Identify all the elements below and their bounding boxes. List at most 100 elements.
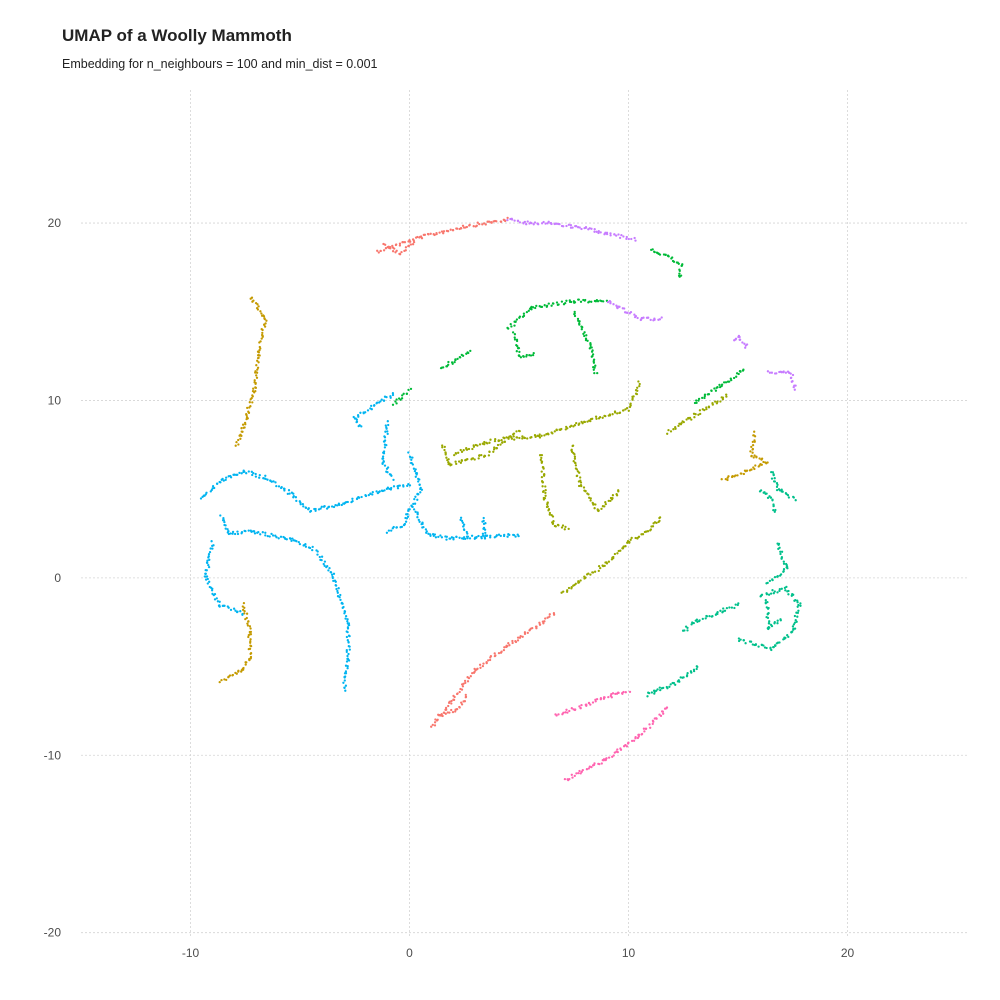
data-point	[264, 477, 267, 481]
data-point	[516, 219, 520, 222]
data-point	[730, 606, 734, 609]
data-point	[609, 232, 612, 235]
data-point	[269, 479, 272, 482]
data-point	[796, 605, 799, 608]
data-point	[583, 334, 586, 338]
data-point	[513, 438, 516, 441]
data-point	[543, 497, 547, 500]
data-point	[413, 502, 417, 505]
data-point	[603, 505, 606, 508]
data-point	[742, 639, 746, 642]
data-point	[610, 693, 613, 696]
data-point	[557, 303, 560, 306]
data-point	[552, 302, 555, 305]
y-tick-label: 20	[48, 216, 62, 230]
data-point	[346, 620, 349, 623]
data-point	[522, 312, 526, 315]
data-point	[770, 470, 773, 474]
data-point	[570, 707, 573, 710]
data-point	[799, 604, 802, 607]
data-point	[766, 616, 770, 620]
data-point	[592, 503, 595, 506]
data-point	[208, 580, 211, 583]
data-point	[237, 438, 240, 442]
data-point	[247, 411, 251, 415]
data-point	[573, 457, 577, 460]
data-point	[755, 456, 758, 459]
data-point	[779, 552, 782, 556]
data-point	[437, 535, 440, 539]
data-point	[790, 594, 793, 597]
data-point	[597, 509, 600, 512]
data-point	[573, 774, 576, 778]
data-point	[249, 398, 252, 401]
data-point	[376, 249, 379, 252]
data-point	[395, 398, 398, 401]
data-point	[677, 424, 680, 428]
data-point	[237, 670, 240, 673]
data-point	[472, 225, 475, 228]
data-point	[600, 507, 603, 511]
data-point	[678, 275, 681, 278]
data-point	[624, 408, 627, 411]
data-point	[515, 430, 518, 433]
data-point	[453, 360, 456, 364]
data-point	[346, 667, 349, 670]
data-point	[733, 606, 736, 610]
data-point	[552, 613, 556, 616]
chart-title: UMAP of a Woolly Mammoth	[62, 26, 292, 45]
data-point	[579, 479, 582, 482]
data-point	[564, 711, 567, 714]
data-point	[405, 392, 409, 395]
data-point	[627, 741, 630, 744]
data-point	[782, 570, 785, 573]
data-point	[205, 491, 208, 494]
data-point	[725, 395, 728, 398]
data-point	[445, 456, 448, 459]
data-point	[347, 652, 350, 656]
data-point	[344, 689, 347, 692]
data-point	[402, 484, 405, 487]
data-point	[292, 492, 295, 495]
data-point	[744, 642, 747, 645]
data-point	[467, 447, 471, 451]
data-point	[495, 447, 499, 450]
data-point	[447, 360, 450, 364]
data-point	[434, 718, 437, 721]
data-point	[735, 372, 739, 375]
data-point	[772, 504, 775, 508]
data-point	[346, 618, 349, 621]
data-point	[412, 508, 416, 511]
data-point	[488, 450, 491, 454]
data-point	[685, 675, 689, 678]
data-point	[634, 536, 637, 540]
data-point	[405, 513, 408, 516]
data-point	[266, 478, 269, 481]
data-point	[603, 414, 606, 418]
data-point	[409, 240, 412, 243]
data-point	[398, 242, 402, 245]
data-point	[765, 492, 768, 495]
data-point	[521, 437, 524, 440]
data-point	[470, 534, 474, 537]
data-point	[769, 592, 773, 595]
data-point	[574, 708, 577, 711]
data-point	[545, 505, 549, 509]
data-point	[619, 747, 622, 750]
data-point	[255, 374, 258, 377]
data-point	[787, 635, 790, 639]
data-point	[485, 534, 488, 538]
data-point	[551, 515, 555, 518]
data-point	[772, 508, 775, 512]
data-point	[222, 479, 225, 482]
data-point	[783, 586, 787, 590]
data-point	[298, 542, 302, 546]
data-point	[391, 527, 394, 530]
data-point	[392, 485, 396, 488]
data-point	[424, 528, 428, 531]
data-point	[740, 472, 743, 475]
data-point	[360, 425, 363, 428]
data-point	[248, 630, 251, 634]
data-point	[433, 724, 437, 727]
data-point	[441, 444, 444, 447]
